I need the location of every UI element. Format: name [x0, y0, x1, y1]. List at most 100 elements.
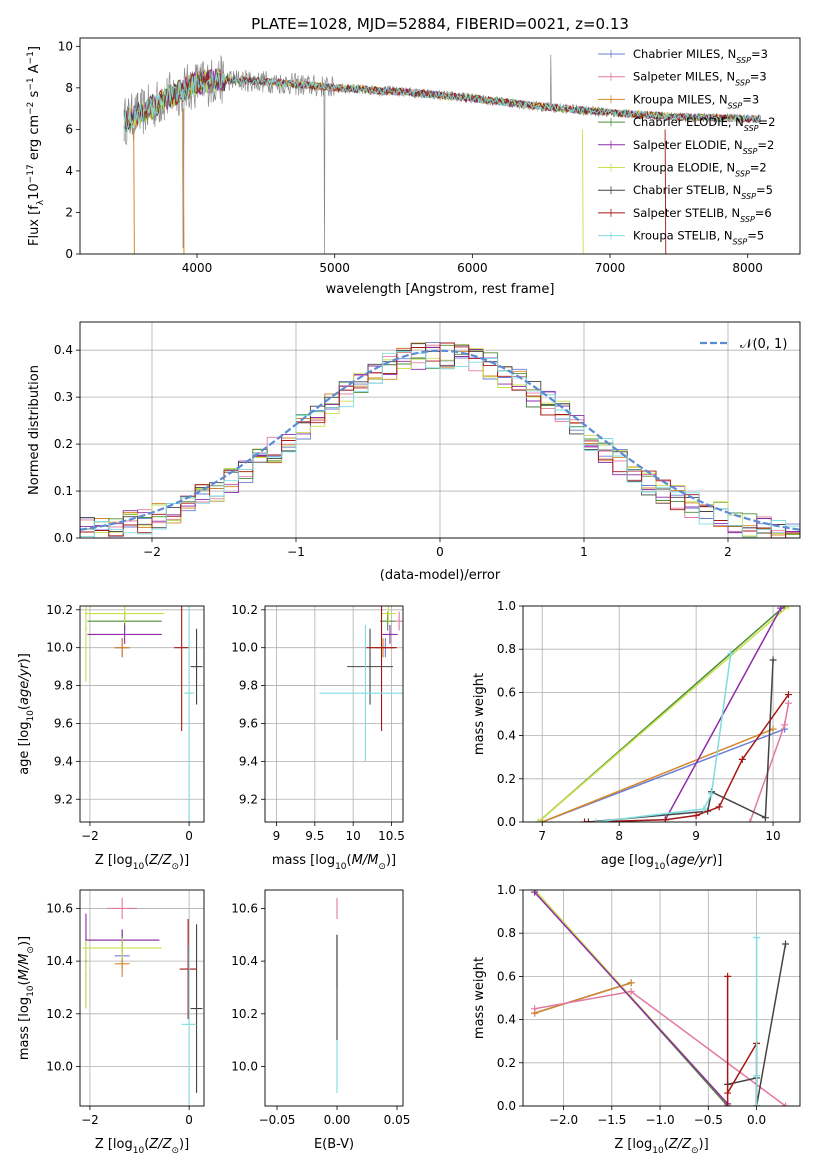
y-tick-label: 0.2: [54, 437, 73, 451]
weight-marker-salpeter_stelib: [724, 972, 732, 980]
weight-marker-salpeter_miles: [782, 1102, 790, 1106]
y-tick-label: 9.6: [239, 716, 258, 730]
panel-z_age: −2 0 9.2 9.4 9.6 9.8 10.0 10.2 Z [log10(Z/Z⊙)] ag…: [17, 603, 205, 872]
weight-line-kroupa_miles: [534, 982, 632, 1014]
weight-marker-kroupa_elodie: [534, 818, 542, 822]
y-tick-label: 0.4: [497, 729, 516, 743]
x-tick-label: 0.0: [747, 1113, 766, 1127]
legend-entry: Salpeter ELODIE, NSSP=2: [633, 138, 774, 156]
axis-label: mass [log10(M/M⊙)]: [17, 936, 36, 1060]
y-tick-label: 1.0: [497, 599, 516, 613]
weight-marker-chabrier_stelib: [584, 818, 592, 822]
y-tick-label: 10.2: [46, 1007, 73, 1021]
y-tick-label: 0.0: [54, 531, 73, 545]
legend-entry: Kroupa MILES, NSSP=3: [633, 92, 759, 110]
weight-marker-kroupa_miles: [769, 725, 777, 733]
x-tick-label: 4000: [182, 261, 213, 275]
axis-label: age [log10(age/yr)]: [17, 653, 36, 775]
y-tick-label: 0.8: [497, 926, 516, 940]
y-tick-label: 4: [65, 164, 73, 178]
y-tick-label: 9.2: [239, 792, 258, 806]
weight-line-kroupa_elodie: [537, 606, 789, 822]
x-tick-label: −1.0: [645, 1113, 674, 1127]
legend-entry: Chabrier MILES, NSSP=3: [633, 47, 768, 65]
weight-marker-salpeter_miles: [531, 1005, 539, 1013]
x-tick-label: −2: [81, 829, 99, 843]
x-tick-label: 10.5: [378, 829, 405, 843]
page-title: PLATE=1028, MJD=52884, FIBERID=0021, z=0…: [251, 15, 629, 33]
weight-marker-kroupa_stelib: [700, 805, 708, 813]
model-dip: [133, 108, 185, 254]
y-tick-label: 10.2: [46, 603, 73, 617]
weight-marker-salpeter_elodie: [531, 890, 539, 896]
error-bars: [319, 606, 403, 762]
weight-marker-salpeter_miles: [784, 699, 792, 707]
y-tick-label: 10.4: [231, 954, 258, 968]
weight-marker-salpeter_miles: [781, 721, 789, 729]
weight-marker-salpeter_stelib: [581, 818, 589, 822]
y-tick-label: 10.0: [46, 1059, 73, 1073]
axis-label: mass [log10(M/M⊙)]: [272, 853, 396, 872]
x-tick-label: 8000: [732, 261, 763, 275]
weight-marker-kroupa_stelib: [708, 790, 716, 798]
y-tick-label: 9.4: [54, 754, 73, 768]
panel-z_mass: −2 0 10.0 10.2 10.4 10.6 Z [log10(Z/Z⊙)] mass […: [17, 889, 205, 1156]
axes-frame: [79, 321, 801, 539]
weight-line-salpeter_stelib: [584, 694, 790, 822]
panel-residuals: −2 −1 0 1 2 0.0 0.1 0.2 0.3 0.4 (data-model)/error…: [27, 321, 801, 583]
x-tick-label: −2: [143, 545, 161, 559]
error-bars: [82, 897, 203, 1104]
x-tick-label: −2: [81, 1113, 99, 1127]
y-tick-label: 9.8: [54, 679, 73, 693]
y-tick-label: 10.2: [231, 1007, 258, 1021]
y-tick-label: 10.2: [231, 603, 258, 617]
y-tick-label: 10.6: [231, 901, 258, 915]
x-tick-label: 5000: [319, 261, 350, 275]
weight-marker-salpeter_stelib: [715, 803, 723, 811]
model-dip: [664, 129, 667, 254]
y-tick-label: 0.1: [54, 484, 73, 498]
weight-lines: [531, 890, 790, 1106]
y-axis-label: Normed distribution: [27, 365, 42, 495]
axes-frame: [79, 37, 801, 255]
weight-marker-salpeter_stelib: [724, 1089, 732, 1097]
weight-marker-salpeter_miles: [627, 988, 635, 996]
weight-marker-kroupa_miles: [627, 979, 635, 987]
y-axis-label: mass weight: [472, 673, 487, 755]
y-tick-label: 0.6: [497, 969, 516, 983]
normal-curve: [80, 349, 800, 531]
y-tick-label: 0.4: [54, 343, 73, 357]
weight-marker-kroupa_stelib: [592, 818, 600, 822]
y-tick-label: 0.2: [497, 1056, 516, 1070]
y-tick-label: 10.0: [231, 641, 258, 655]
weight-line-salpeter_stelib: [726, 976, 758, 1106]
legend: Chabrier MILES, NSSP=3 Salpeter MILES, NS…: [598, 47, 775, 246]
y-tick-label: 10.0: [231, 1059, 258, 1073]
weight-marker-chabrier_stelib: [769, 656, 777, 664]
legend-entry: Chabrier ELODIE, NSSP=2: [633, 115, 775, 133]
x-tick-label: −2.0: [549, 1113, 578, 1127]
x-tick-label: 10: [765, 829, 780, 843]
axis-label: Z [log10(Z/Z⊙)]: [614, 1137, 708, 1156]
legend-entry: Chabrier STELIB, NSSP=5: [633, 183, 773, 201]
axes-frame: [79, 605, 205, 823]
axes-frame: [522, 889, 801, 1107]
x-tick-label: −0.5: [694, 1113, 723, 1127]
y-tick-label: 9.4: [239, 754, 258, 768]
x-tick-label: 9: [692, 829, 700, 843]
legend-entry: Salpeter MILES, NSSP=3: [633, 70, 767, 88]
weight-marker-salpeter_elodie: [777, 606, 785, 612]
axes-frame: [522, 605, 801, 823]
axis-label: age [log10(age/yr)]: [601, 853, 723, 872]
x-tick-label: 0: [436, 545, 444, 559]
x-tick-label: 9: [273, 829, 281, 843]
panel-mass_age: 9 9.5 10 10.5 9.2 9.4 9.6 9.8 10.0 10.2 mass [log1…: [231, 603, 405, 872]
y-tick-label: 0.4: [497, 1013, 516, 1027]
axis-label: Z [log10(Z/Z⊙)]: [95, 1137, 189, 1156]
x-tick-label: 0: [185, 1113, 193, 1127]
x-axis-label: (data-model)/error: [380, 568, 501, 583]
weight-marker-chabrier_stelib: [782, 940, 790, 948]
legend-entry: 𝒩(0, 1): [740, 337, 787, 352]
axis-label: E(B-V): [314, 1137, 354, 1152]
